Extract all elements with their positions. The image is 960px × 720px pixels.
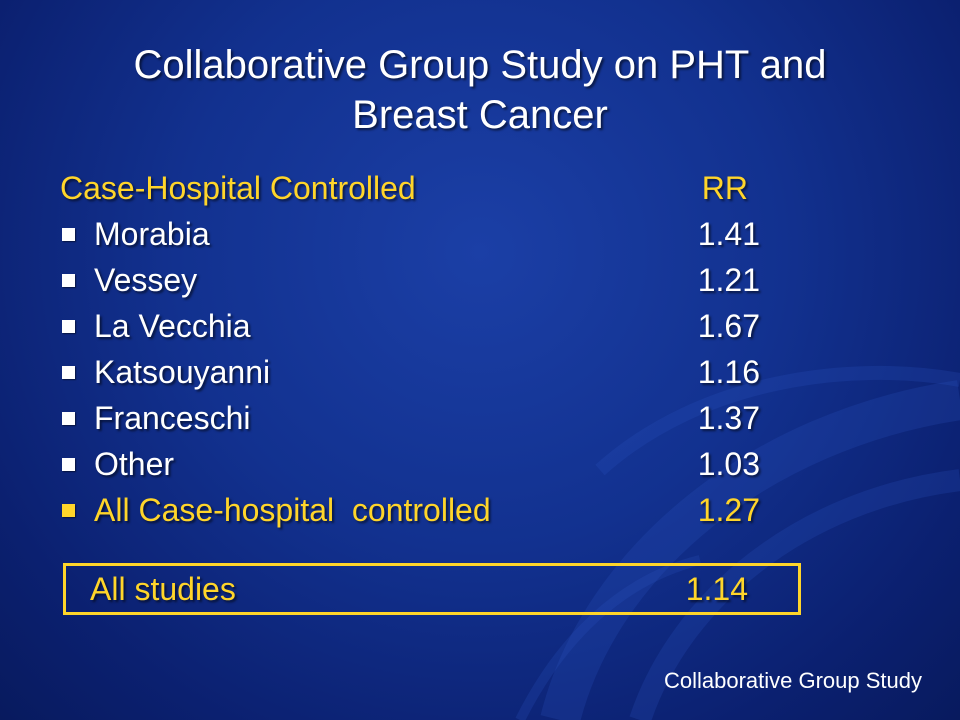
table-header: Case-Hospital Controlled RR — [60, 165, 760, 211]
study-name: Franceschi — [94, 400, 251, 436]
source-footer: Collaborative Group Study — [663, 668, 922, 693]
bullet-icon — [62, 458, 75, 471]
study-row-katsouyanni: Katsouyanni 1.16 — [60, 349, 760, 395]
study-name: Vessey — [94, 262, 198, 298]
summary-label: All studies — [90, 571, 236, 607]
study-rr: 1.21 — [697, 262, 760, 298]
study-row-morabia: Morabia 1.41 — [60, 211, 760, 257]
header-value-label: RR — [701, 170, 748, 206]
study-row-franceschi: Franceschi 1.37 — [60, 395, 760, 441]
study-row-vessey: Vessey 1.21 — [60, 257, 760, 303]
study-name: Morabia — [94, 216, 210, 252]
study-row-all-case-hospital: All Case-hospital controlled 1.27 — [60, 487, 760, 533]
study-rr: 1.16 — [697, 354, 760, 390]
study-row-la-vecchia: La Vecchia 1.67 — [60, 303, 760, 349]
study-rr: 1.27 — [697, 492, 760, 528]
study-rr: 1.03 — [697, 446, 760, 482]
study-name: La Vecchia — [94, 308, 251, 344]
slide-title: Collaborative Group Study on PHT and Bre… — [0, 40, 960, 140]
study-rr: 1.37 — [697, 400, 760, 436]
study-rr: 1.41 — [697, 216, 760, 252]
header-label: Case-Hospital Controlled — [60, 170, 416, 206]
study-name: All Case-hospital controlled — [94, 492, 491, 528]
slide-title-line-2: Breast Cancer — [352, 93, 608, 137]
slide-title-line-1: Collaborative Group Study on PHT and — [133, 43, 827, 87]
bullet-icon — [62, 412, 75, 425]
bullet-icon — [62, 274, 75, 287]
bullet-icon — [62, 366, 75, 379]
study-rr: 1.67 — [697, 308, 760, 344]
study-name: Katsouyanni — [94, 354, 271, 390]
study-row-other: Other 1.03 — [60, 441, 760, 487]
bullet-icon — [62, 320, 75, 333]
study-name: Other — [94, 446, 175, 482]
all-studies-summary-box: All studies 1.14 — [63, 563, 801, 615]
summary-value: 1.14 — [685, 571, 748, 607]
bullet-icon — [62, 504, 75, 517]
bullet-icon — [62, 228, 75, 241]
